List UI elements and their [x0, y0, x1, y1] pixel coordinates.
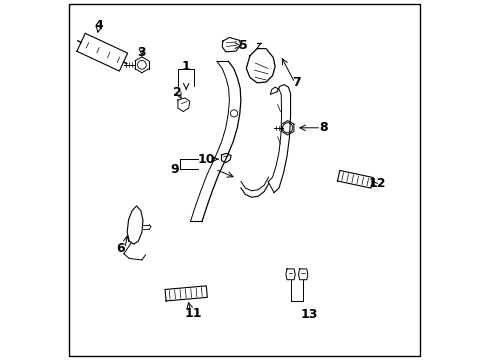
- Text: 11: 11: [184, 307, 202, 320]
- Text: 8: 8: [319, 121, 327, 134]
- Text: 9: 9: [170, 163, 178, 176]
- Text: 2: 2: [172, 86, 181, 99]
- Text: 12: 12: [368, 177, 386, 190]
- Text: 7: 7: [292, 76, 301, 89]
- Text: 13: 13: [300, 309, 317, 321]
- Text: 1: 1: [182, 60, 190, 73]
- Text: 4: 4: [94, 19, 103, 32]
- Text: 3: 3: [137, 46, 146, 59]
- Text: 10: 10: [198, 153, 215, 166]
- Text: 6: 6: [116, 242, 124, 255]
- Text: 5: 5: [239, 39, 247, 52]
